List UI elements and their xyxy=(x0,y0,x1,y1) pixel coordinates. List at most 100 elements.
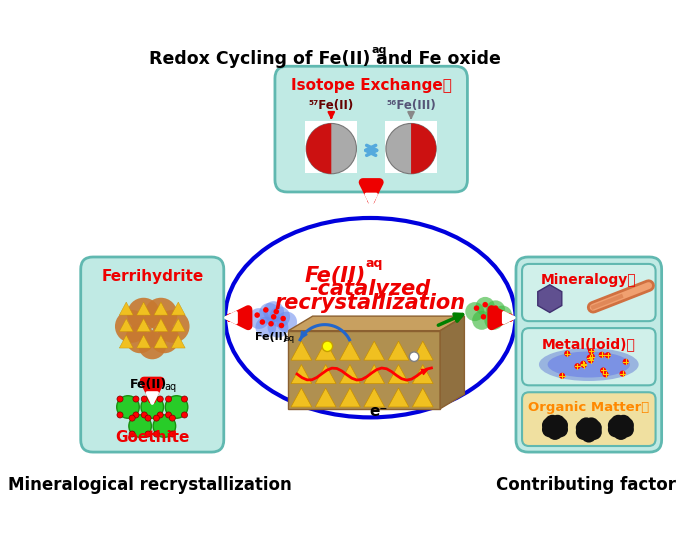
Circle shape xyxy=(486,300,505,320)
Circle shape xyxy=(547,424,563,440)
Ellipse shape xyxy=(386,124,436,174)
Circle shape xyxy=(115,310,148,343)
Polygon shape xyxy=(340,364,360,383)
Circle shape xyxy=(623,359,629,365)
Ellipse shape xyxy=(539,348,638,381)
Polygon shape xyxy=(388,364,409,383)
Circle shape xyxy=(166,396,172,402)
Circle shape xyxy=(276,312,297,333)
Circle shape xyxy=(481,314,486,320)
Circle shape xyxy=(474,306,480,311)
Circle shape xyxy=(263,301,284,322)
Text: Mineralogy：: Mineralogy： xyxy=(541,273,636,287)
Polygon shape xyxy=(154,302,168,315)
Circle shape xyxy=(182,396,188,402)
Circle shape xyxy=(169,431,175,437)
Circle shape xyxy=(576,420,591,436)
Polygon shape xyxy=(119,335,133,348)
Circle shape xyxy=(145,298,177,330)
Circle shape xyxy=(586,355,593,361)
Circle shape xyxy=(256,317,276,338)
Text: Fe(II): Fe(II) xyxy=(255,333,288,342)
Circle shape xyxy=(133,396,139,402)
Bar xyxy=(306,121,358,173)
Polygon shape xyxy=(538,285,562,313)
Circle shape xyxy=(580,361,586,367)
Circle shape xyxy=(117,412,123,418)
Circle shape xyxy=(141,396,147,402)
Circle shape xyxy=(600,367,606,374)
Circle shape xyxy=(559,373,565,379)
Circle shape xyxy=(133,412,139,418)
Polygon shape xyxy=(388,341,409,360)
Circle shape xyxy=(280,316,286,321)
Circle shape xyxy=(149,324,179,353)
Circle shape xyxy=(472,310,491,330)
Wedge shape xyxy=(411,124,436,174)
Text: ⁵⁶Fe(III): ⁵⁶Fe(III) xyxy=(386,99,436,112)
Polygon shape xyxy=(288,330,440,409)
Polygon shape xyxy=(288,316,464,330)
Circle shape xyxy=(552,422,568,437)
FancyBboxPatch shape xyxy=(275,66,467,192)
Circle shape xyxy=(608,422,623,437)
Polygon shape xyxy=(291,388,312,407)
Text: -catalyzed: -catalyzed xyxy=(310,279,431,299)
Text: aq: aq xyxy=(366,257,384,270)
Polygon shape xyxy=(412,341,433,360)
Circle shape xyxy=(129,415,151,437)
FancyBboxPatch shape xyxy=(522,264,656,321)
Text: Isotope Exchange：: Isotope Exchange： xyxy=(290,78,451,93)
Polygon shape xyxy=(171,335,185,348)
Ellipse shape xyxy=(306,124,356,174)
Circle shape xyxy=(169,415,175,421)
Polygon shape xyxy=(412,388,433,407)
Circle shape xyxy=(273,309,279,314)
Text: Fe(II): Fe(II) xyxy=(305,266,366,286)
Circle shape xyxy=(616,415,632,430)
Circle shape xyxy=(279,323,284,328)
Circle shape xyxy=(599,352,605,358)
Circle shape xyxy=(550,415,565,430)
Circle shape xyxy=(263,307,269,313)
Circle shape xyxy=(578,417,594,433)
Circle shape xyxy=(610,415,626,430)
Polygon shape xyxy=(136,319,151,332)
Circle shape xyxy=(542,422,558,437)
Circle shape xyxy=(586,420,602,436)
Polygon shape xyxy=(364,341,384,360)
Circle shape xyxy=(589,354,595,360)
Circle shape xyxy=(613,424,629,440)
FancyBboxPatch shape xyxy=(81,257,224,452)
Polygon shape xyxy=(388,388,409,407)
Circle shape xyxy=(259,303,279,324)
Circle shape xyxy=(145,431,151,437)
Polygon shape xyxy=(171,302,185,315)
Text: Organic Matter：: Organic Matter： xyxy=(528,401,649,414)
Circle shape xyxy=(581,362,587,368)
Text: ⁵⁷Fe(II): ⁵⁷Fe(II) xyxy=(309,99,354,112)
Circle shape xyxy=(322,341,333,352)
Text: Contributing factor: Contributing factor xyxy=(496,476,676,494)
Text: Ferrihydrite: Ferrihydrite xyxy=(101,269,203,284)
Circle shape xyxy=(117,396,123,402)
FancyBboxPatch shape xyxy=(522,328,656,386)
Polygon shape xyxy=(340,388,360,407)
Circle shape xyxy=(581,427,597,443)
Circle shape xyxy=(465,302,484,321)
FancyBboxPatch shape xyxy=(522,392,656,446)
Ellipse shape xyxy=(225,218,516,417)
Circle shape xyxy=(576,424,591,440)
Text: Fe(II): Fe(II) xyxy=(130,379,167,392)
Circle shape xyxy=(268,317,288,338)
Circle shape xyxy=(269,306,290,327)
Circle shape xyxy=(545,415,560,430)
Circle shape xyxy=(619,417,634,433)
Polygon shape xyxy=(315,364,336,383)
Text: aq: aq xyxy=(371,45,386,55)
Circle shape xyxy=(581,422,597,437)
Circle shape xyxy=(153,415,160,421)
Circle shape xyxy=(127,298,160,330)
Circle shape xyxy=(608,417,623,433)
Circle shape xyxy=(271,314,277,320)
